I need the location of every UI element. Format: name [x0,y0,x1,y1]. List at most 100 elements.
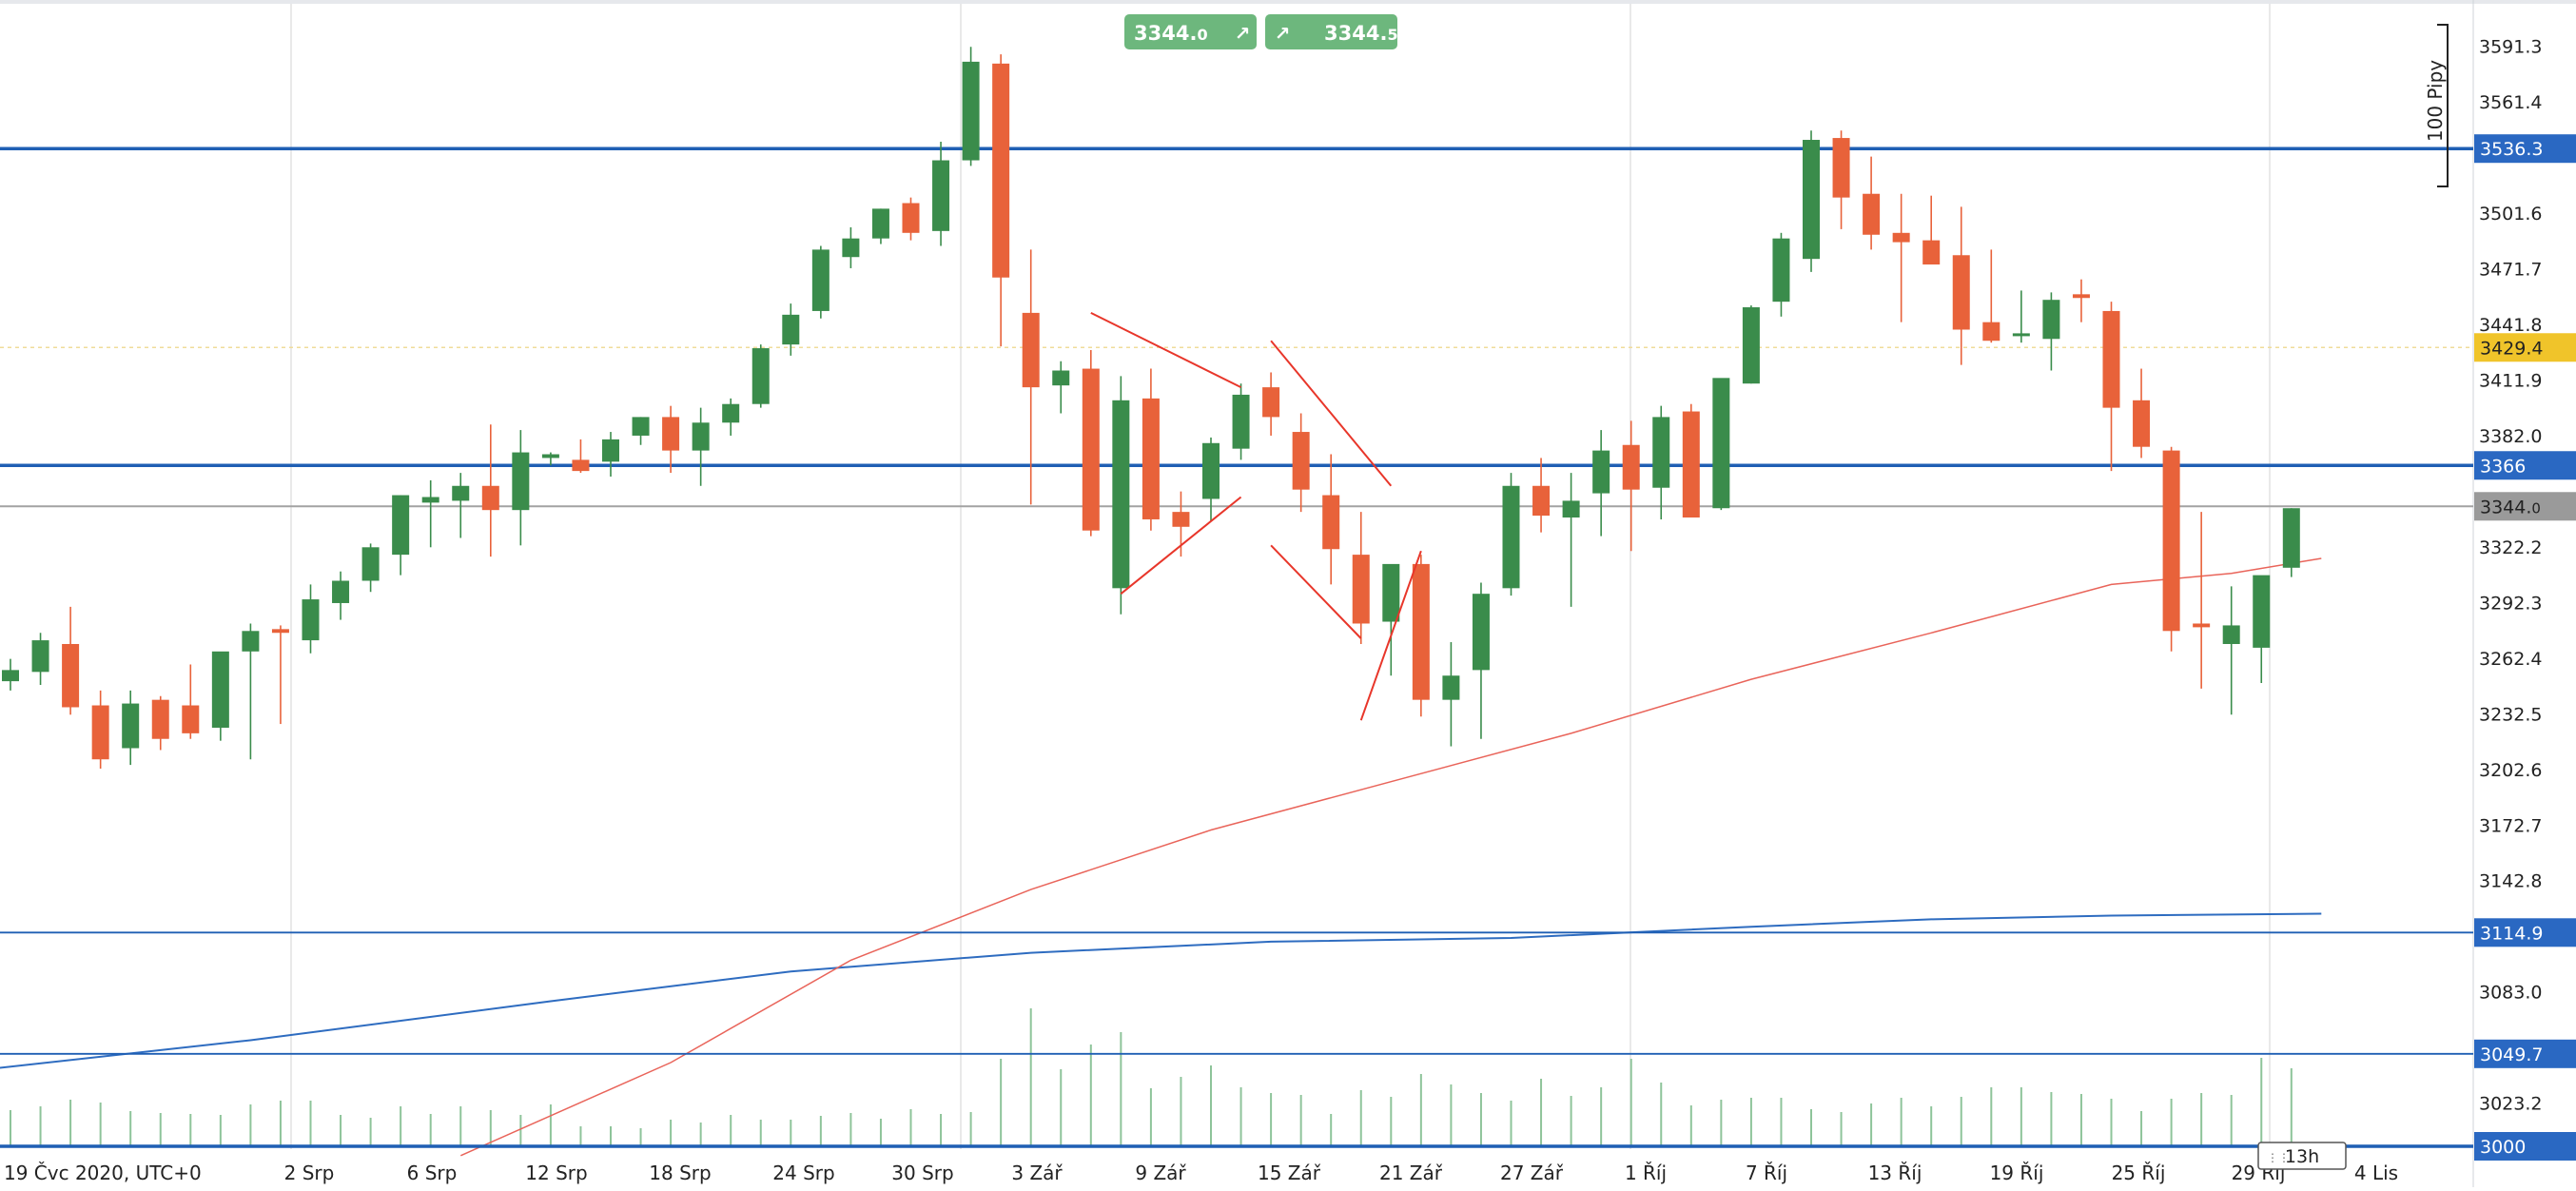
svg-text:3429.4: 3429.4 [2480,338,2543,359]
candle [1712,378,1730,511]
x-tick-label: 18 Srp [649,1162,711,1184]
candle [541,452,559,466]
candle [751,344,770,408]
moving-averages [0,557,2322,1157]
trendline[interactable] [1120,496,1242,595]
svg-text:3344.0: 3344.0 [1134,22,1208,45]
price-tags: 3536.3 3366 3114.9 3049.7 3000 3429.4 3344.0 [2474,134,2576,1161]
candle [2012,290,2030,343]
y-tick-label: 3411.9 [2479,370,2542,391]
x-tick-label: 4 Lis [2354,1162,2398,1184]
x-tick-label: 9 Zář [1135,1162,1186,1184]
candle [1742,305,1760,384]
y-tick-label: 3232.5 [2479,704,2542,725]
scale-label: 100 Pipy [2424,60,2447,142]
y-tick-label: 3621.2 [2479,0,2542,2]
candle [1352,512,1370,644]
candle [302,584,320,654]
svg-text:3536.3: 3536.3 [2480,139,2543,160]
x-tick-label: 3 Zář [1011,1162,1063,1184]
candle [871,208,889,244]
x-tick-label: 7 Říj [1746,1162,1787,1184]
candle [811,245,829,319]
candle [1082,350,1100,537]
x-tick-label: 1 Říj [1625,1162,1667,1184]
candle [1472,582,1490,739]
candle [242,623,260,760]
svg-text:3344.0: 3344.0 [2480,497,2541,517]
trendline[interactable] [1090,311,1241,389]
top-border [0,0,2576,4]
x-tick-label: 21 Zář [1379,1162,1443,1184]
candle [452,473,470,538]
x-tick-label: 15 Zář [1258,1162,1321,1184]
buy-arrow-icon: ↗ [1275,22,1291,45]
trendline[interactable] [1359,550,1422,721]
candle [632,417,650,445]
sell-arrow-icon: ↗ [1235,22,1251,45]
x-tick-label: 19 Čvc 2020, UTC+0 [4,1162,202,1184]
level-price-tag: 3366 [2474,451,2576,480]
x-axis-ticks: 19 Čvc 2020, UTC+0 2 Srp 6 Srp 12 Srp 18 Srp… [4,1162,2398,1184]
candle [2042,292,2060,371]
x-tick-label: 13 Říj [1868,1162,1922,1184]
candle [902,197,920,241]
candle [332,571,350,620]
candle [1892,193,1910,322]
sell-quote-last: 0 [1197,26,1207,44]
sell-quote-main: 3344. [1134,22,1197,45]
candle [481,424,499,557]
price-levels [0,146,2473,1148]
candle [1592,430,1610,537]
level-price-tag: 3000 [2474,1132,2576,1161]
candle [1622,420,1640,552]
volume-bars [10,1008,2293,1146]
candle [1532,458,1551,533]
candle [211,651,229,741]
candle [512,430,530,546]
svg-text:⋮⋮: ⋮⋮ [2267,1151,2290,1164]
candle [1142,368,1160,531]
x-tick-label: 30 Srp [891,1162,953,1184]
y-tick-label: 3561.4 [2479,92,2542,113]
candle [1982,249,2000,343]
candle [1052,361,1070,414]
candle [91,690,109,770]
candle [722,398,740,436]
y-tick-label: 3142.8 [2479,871,2542,892]
trendline[interactable] [1270,340,1393,487]
svg-text:3049.7: 3049.7 [2480,1045,2543,1065]
timeframe-badge[interactable]: ⋮⋮ 13h [2257,1142,2347,1170]
candle [2,658,19,691]
level-price-tag: 3049.7 [2474,1039,2576,1068]
candle [392,495,410,576]
x-tick-label: 19 Říj [1990,1162,2044,1184]
y-tick-label: 3441.8 [2479,315,2542,336]
svg-text:3000: 3000 [2480,1137,2526,1158]
svg-text:3114.9: 3114.9 [2480,923,2543,944]
candle [932,141,950,246]
candle [1922,195,1941,265]
candle [271,625,289,725]
y-tick-label: 3591.3 [2479,37,2542,58]
candle [602,432,619,477]
buy-quote[interactable]: ↗ 3344.5 [1265,14,1398,49]
y-tick-label: 3023.2 [2479,1094,2542,1115]
timeframe-label: 13h [2285,1146,2319,1167]
trendline[interactable] [1270,544,1362,639]
candle [2133,368,2151,459]
candle [782,303,800,356]
candle [692,407,710,486]
sell-quote[interactable]: 3344.0 ↗ [1124,14,1257,49]
x-tick-label: 24 Srp [772,1162,834,1184]
candle [122,690,140,766]
svg-text:3366: 3366 [2480,456,2526,477]
candle [1232,383,1250,460]
candle [2253,575,2271,684]
candle [1262,372,1280,436]
current-price-tag: 3344.0 [2474,492,2576,521]
candle [31,633,49,686]
y-axis-ticks: 3681.03651.13621.23591.33561.43501.63471… [2479,0,2542,1115]
